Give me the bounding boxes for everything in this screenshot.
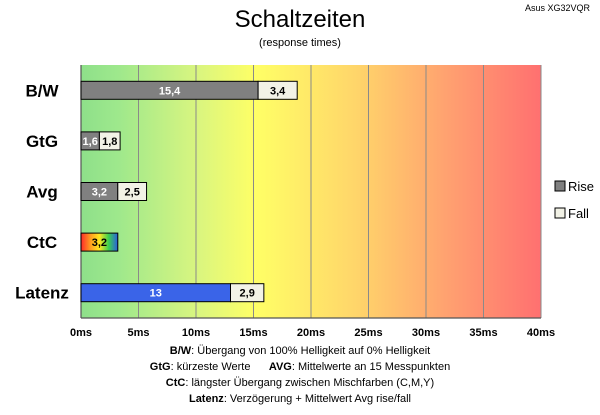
category-labels: B/W GtG Avg CtC Latenz: [15, 81, 69, 302]
chart-title: Schaltzeiten: [235, 6, 366, 33]
x-tick-label: 25ms: [354, 327, 382, 339]
response-time-chart: Schaltzeiten (response times) Asus XG32V…: [15, 3, 594, 339]
footer-line-gtg-avg: GtG: kürzeste Werte AVG: Mittelwerte an …: [0, 359, 600, 375]
footer-text-avg: : Mittelwerte an 15 Messpunkten: [291, 361, 451, 373]
bar-fall-label: 1,8: [102, 136, 117, 148]
bar-rise-label: 13: [150, 288, 162, 300]
chart-subtitle: (response times): [259, 37, 341, 49]
footer-text-bw: : Übergang von 100% Helligkeit auf 0% He…: [191, 345, 431, 357]
bar-rise-label: 1,6: [83, 136, 98, 148]
footer-line-ctc: CtC: längster Übergang zwischen Mischfar…: [0, 375, 600, 391]
category-label: CtC: [27, 233, 57, 252]
x-tick-label: 10ms: [182, 327, 210, 339]
footer-text-latenz: : Verzögerung + Mittelwert Avg rise/fall: [223, 393, 412, 405]
footer-key-bw: B/W: [169, 345, 192, 357]
category-label: Latenz: [15, 284, 69, 303]
x-tick-label: 0ms: [70, 327, 92, 339]
footer-key-avg: AVG: [268, 361, 292, 373]
bar-rise-label: 3,2: [92, 237, 107, 249]
x-tick-label: 40ms: [527, 327, 555, 339]
footer-key-gtg: GtG: [149, 361, 171, 373]
monitor-model-label: Asus XG32VQR: [525, 3, 591, 13]
bar-rise-label: 15,4: [159, 85, 181, 97]
bar-fall-label: 3,4: [270, 85, 286, 97]
bar-rise-label: 3,2: [92, 187, 107, 199]
x-tick-label: 35ms: [469, 327, 497, 339]
x-axis-ticks: 0ms 5ms 10ms 15ms 20ms 25ms 30ms 35ms 40ms: [70, 327, 555, 339]
bar-rise: [80, 232, 119, 252]
footer-key-latenz: Latenz: [188, 393, 224, 405]
footer-key-ctc: CtC: [165, 377, 186, 389]
bar-fall: [257, 80, 298, 100]
bars: 15,4 3,4 1,6 1,8 3,2 2,5 3,2 13 2,9: [80, 80, 298, 303]
footer-line-latenz: Latenz: Verzögerung + Mittelwert Avg ris…: [0, 391, 600, 407]
bar-fall-label: 2,5: [125, 187, 140, 199]
legend-label-fall: Fall: [568, 206, 589, 221]
bar-fall: [98, 131, 121, 151]
bar-fall: [230, 283, 265, 303]
category-label: GtG: [26, 132, 58, 151]
legend-swatch-fall: [554, 207, 566, 219]
category-label: B/W: [25, 81, 59, 100]
footer-text-gtg: : kürzeste Werte: [170, 361, 251, 373]
legend-label-rise: Rise: [568, 179, 594, 194]
legend-swatch-rise: [554, 180, 566, 192]
x-tick-label: 30ms: [412, 327, 440, 339]
footer-line-bw: B/W: Übergang von 100% Helligkeit auf 0%…: [0, 343, 600, 359]
x-tick-label: 15ms: [239, 327, 267, 339]
legend: Rise Fall: [554, 179, 594, 221]
bar-fall: [117, 182, 148, 201]
footer-text-ctc: : längster Übergang zwischen Mischfarben…: [185, 377, 435, 389]
x-tick-label: 5ms: [127, 327, 149, 339]
x-tick-label: 20ms: [297, 327, 325, 339]
bar-fall-label: 2,9: [240, 288, 255, 300]
category-label: Avg: [26, 183, 58, 202]
